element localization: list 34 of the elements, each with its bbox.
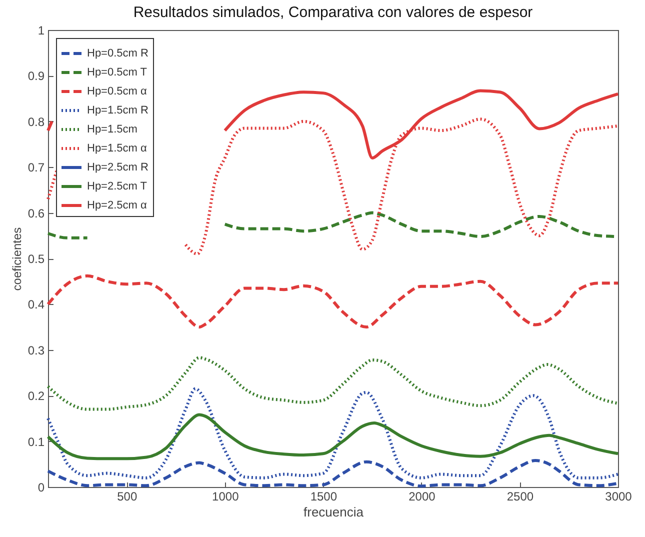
- x-tick-label: 2000: [408, 490, 436, 504]
- legend-label: Hp=0.5cm R: [87, 48, 148, 60]
- y-tick-label: 0.3: [28, 343, 45, 358]
- y-tick-label: 0.6: [28, 206, 45, 220]
- line-series: [46, 356, 620, 411]
- y-tick-label: 1: [38, 24, 45, 38]
- y-axis-title: coeficientes: [10, 227, 24, 291]
- y-tick-label: 0.2: [28, 389, 45, 404]
- y-tick-label: 0.4: [28, 298, 45, 312]
- legend-label: Hp=1.5cm α: [87, 142, 148, 154]
- y-tick-label: 0.9: [28, 69, 45, 84]
- legend-label: Hp=2.5cm R: [87, 162, 148, 174]
- x-tick-label: 1500: [310, 490, 338, 504]
- line-series: [46, 274, 620, 329]
- legend-label: Hp=0.5cm α: [87, 86, 148, 98]
- line-series: [46, 458, 620, 488]
- x-tick-label: 500: [117, 490, 138, 504]
- y-tick-label: 0.1: [28, 434, 45, 449]
- x-tick-label: 3000: [605, 490, 632, 504]
- y-tick-label: 0.7: [28, 160, 45, 175]
- legend-label: Hp=1.5cm R: [87, 104, 148, 116]
- legend-label: Hp=2.5cm α: [87, 200, 148, 212]
- y-tick-label: 0.5: [28, 252, 45, 266]
- chart-title: Resultados simulados, Comparativa con valores de espesor: [133, 4, 533, 21]
- legend-label: Hp=0.5cm T: [87, 66, 148, 78]
- y-tick-label: 0.8: [28, 114, 45, 129]
- x-tick-label: 1000: [212, 490, 240, 504]
- line-series: [46, 413, 620, 460]
- line-series: [46, 387, 620, 480]
- x-tick-label: 2500: [506, 490, 534, 504]
- y-tick-label: 0: [38, 480, 45, 494]
- legend-label: Hp=2.5cm T: [87, 180, 148, 192]
- legend-label: Hp=1.5cm: [87, 124, 138, 136]
- x-axis-title: frecuencia: [304, 504, 364, 520]
